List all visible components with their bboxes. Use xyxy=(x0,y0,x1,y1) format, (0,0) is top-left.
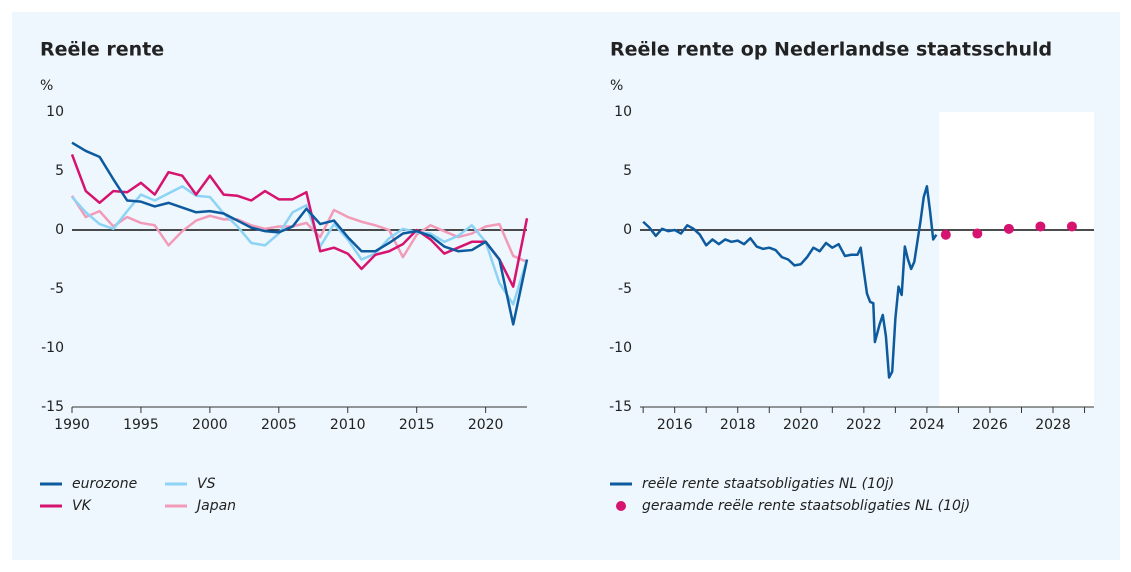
y-tick-label: 10 xyxy=(46,104,64,120)
x-tick-label: 2024 xyxy=(909,417,945,433)
x-tick-label: 1995 xyxy=(123,417,159,433)
legend-label: Japan xyxy=(194,498,236,514)
y-tick-label: 5 xyxy=(623,163,632,179)
legend-swatch xyxy=(616,501,626,511)
x-tick-label: 2015 xyxy=(399,417,435,433)
line xyxy=(642,185,938,379)
legend-label: VK xyxy=(72,498,93,514)
chart-title: Reële rente xyxy=(40,39,164,61)
y-tick-label: 0 xyxy=(55,222,64,238)
x-tick-label: 1990 xyxy=(54,417,90,433)
x-tick-label: 2026 xyxy=(972,417,1008,433)
x-tick-label: 2018 xyxy=(720,417,756,433)
legend-label: geraamde reële rente staatsobligaties NL… xyxy=(642,498,970,514)
line xyxy=(70,154,529,288)
y-axis-label: % xyxy=(610,78,623,94)
x-tick-label: 2020 xyxy=(783,417,819,433)
legend-label: VS xyxy=(197,476,216,492)
y-tick-label: -10 xyxy=(609,340,632,356)
x-tick-label: 2005 xyxy=(261,417,297,433)
forecast-point xyxy=(940,229,951,240)
x-tick-label: 2000 xyxy=(192,417,228,433)
x-tick-label: 2020 xyxy=(468,417,504,433)
forecast-point xyxy=(1003,223,1014,234)
background xyxy=(12,12,1120,560)
y-tick-label: -15 xyxy=(41,399,64,415)
line xyxy=(71,141,529,326)
y-tick-label: -5 xyxy=(50,281,64,297)
y-tick-label: -15 xyxy=(609,399,632,415)
line xyxy=(70,195,528,264)
x-tick-label: 2010 xyxy=(330,417,366,433)
forecast-point xyxy=(1035,221,1046,232)
forecast-point xyxy=(1066,221,1077,232)
y-axis-label: % xyxy=(40,78,53,94)
y-tick-label: 5 xyxy=(55,163,64,179)
chart-title: Reële rente op Nederlandse staatsschuld xyxy=(610,39,1052,61)
forecast-point xyxy=(972,228,983,239)
forecast-area xyxy=(939,112,1094,407)
y-tick-label: -10 xyxy=(41,340,64,356)
y-tick-label: -5 xyxy=(618,281,632,297)
x-tick-label: 2028 xyxy=(1035,417,1071,433)
y-tick-label: 10 xyxy=(614,104,632,120)
legend-label: reële rente staatsobligaties NL (10j) xyxy=(642,476,894,492)
x-tick-label: 2016 xyxy=(657,417,693,433)
legend-label: eurozone xyxy=(72,476,137,492)
x-tick-label: 2022 xyxy=(846,417,882,433)
y-tick-label: 0 xyxy=(623,222,632,238)
line xyxy=(71,185,529,306)
